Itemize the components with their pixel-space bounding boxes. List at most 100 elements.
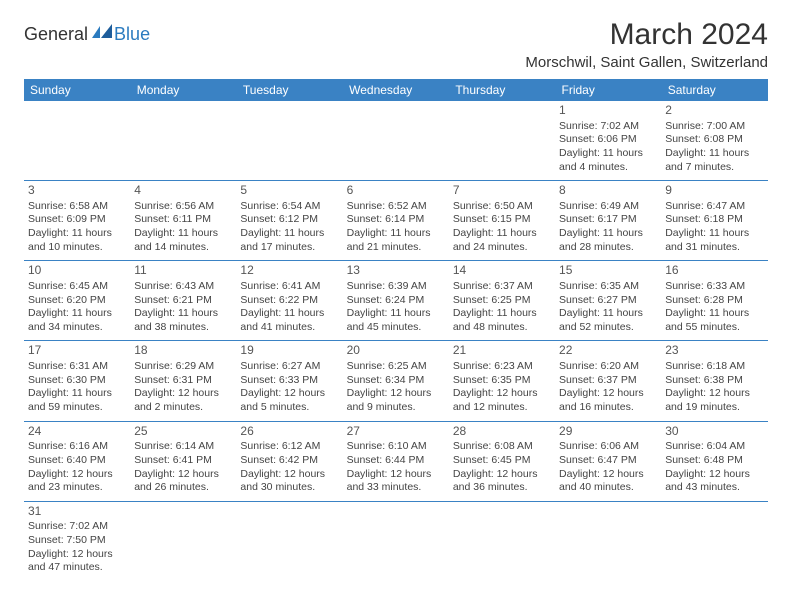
day-daylight1: Daylight: 12 hours <box>28 468 126 482</box>
day-sunrise: Sunrise: 6:12 AM <box>240 440 338 454</box>
calendar-cell <box>343 101 449 181</box>
day-daylight2: and 52 minutes. <box>559 321 657 335</box>
day-daylight2: and 38 minutes. <box>134 321 232 335</box>
calendar-cell: 1Sunrise: 7:02 AMSunset: 6:06 PMDaylight… <box>555 101 661 181</box>
day-number: 13 <box>347 263 445 279</box>
day-number: 23 <box>665 343 763 359</box>
calendar-cell: 23Sunrise: 6:18 AMSunset: 6:38 PMDayligh… <box>661 341 767 421</box>
calendar-row: 3Sunrise: 6:58 AMSunset: 6:09 PMDaylight… <box>24 181 768 261</box>
calendar-header-row: Sunday Monday Tuesday Wednesday Thursday… <box>24 79 768 101</box>
day-daylight1: Daylight: 11 hours <box>28 307 126 321</box>
day-sunrise: Sunrise: 6:50 AM <box>453 200 551 214</box>
day-sunset: Sunset: 6:21 PM <box>134 294 232 308</box>
day-daylight2: and 24 minutes. <box>453 241 551 255</box>
calendar-table: Sunday Monday Tuesday Wednesday Thursday… <box>24 79 768 581</box>
day-sunrise: Sunrise: 6:45 AM <box>28 280 126 294</box>
day-daylight1: Daylight: 12 hours <box>559 468 657 482</box>
day-daylight1: Daylight: 12 hours <box>665 387 763 401</box>
day-sunset: Sunset: 6:34 PM <box>347 374 445 388</box>
day-number: 24 <box>28 424 126 440</box>
day-sunset: Sunset: 6:45 PM <box>453 454 551 468</box>
calendar-cell: 9Sunrise: 6:47 AMSunset: 6:18 PMDaylight… <box>661 181 767 261</box>
day-daylight2: and 59 minutes. <box>28 401 126 415</box>
calendar-row: 24Sunrise: 6:16 AMSunset: 6:40 PMDayligh… <box>24 421 768 501</box>
day-sunset: Sunset: 6:06 PM <box>559 133 657 147</box>
day-sunset: Sunset: 6:28 PM <box>665 294 763 308</box>
calendar-cell: 19Sunrise: 6:27 AMSunset: 6:33 PMDayligh… <box>236 341 342 421</box>
day-daylight2: and 36 minutes. <box>453 481 551 495</box>
day-sunset: Sunset: 6:30 PM <box>28 374 126 388</box>
day-sunset: Sunset: 6:35 PM <box>453 374 551 388</box>
day-number: 16 <box>665 263 763 279</box>
day-daylight2: and 47 minutes. <box>28 561 126 575</box>
calendar-cell: 17Sunrise: 6:31 AMSunset: 6:30 PMDayligh… <box>24 341 130 421</box>
day-sunset: Sunset: 7:50 PM <box>28 534 126 548</box>
day-number: 1 <box>559 103 657 119</box>
day-sunrise: Sunrise: 6:10 AM <box>347 440 445 454</box>
day-sunset: Sunset: 6:41 PM <box>134 454 232 468</box>
day-daylight1: Daylight: 12 hours <box>347 468 445 482</box>
day-number: 2 <box>665 103 763 119</box>
day-daylight2: and 12 minutes. <box>453 401 551 415</box>
day-sunset: Sunset: 6:09 PM <box>28 213 126 227</box>
day-sunrise: Sunrise: 7:00 AM <box>665 120 763 134</box>
day-daylight1: Daylight: 11 hours <box>453 227 551 241</box>
day-daylight1: Daylight: 11 hours <box>347 227 445 241</box>
day-daylight1: Daylight: 11 hours <box>347 307 445 321</box>
calendar-cell <box>661 501 767 581</box>
day-daylight2: and 9 minutes. <box>347 401 445 415</box>
day-sunrise: Sunrise: 6:49 AM <box>559 200 657 214</box>
calendar-cell: 27Sunrise: 6:10 AMSunset: 6:44 PMDayligh… <box>343 421 449 501</box>
day-sunrise: Sunrise: 6:52 AM <box>347 200 445 214</box>
day-sunrise: Sunrise: 7:02 AM <box>559 120 657 134</box>
day-number: 26 <box>240 424 338 440</box>
day-daylight2: and 31 minutes. <box>665 241 763 255</box>
calendar-cell: 2Sunrise: 7:00 AMSunset: 6:08 PMDaylight… <box>661 101 767 181</box>
day-daylight1: Daylight: 11 hours <box>28 387 126 401</box>
calendar-cell: 7Sunrise: 6:50 AMSunset: 6:15 PMDaylight… <box>449 181 555 261</box>
day-number: 12 <box>240 263 338 279</box>
day-daylight2: and 23 minutes. <box>28 481 126 495</box>
day-number: 27 <box>347 424 445 440</box>
day-sunset: Sunset: 6:44 PM <box>347 454 445 468</box>
day-daylight1: Daylight: 12 hours <box>240 387 338 401</box>
calendar-cell: 20Sunrise: 6:25 AMSunset: 6:34 PMDayligh… <box>343 341 449 421</box>
calendar-cell <box>24 101 130 181</box>
calendar-row: 10Sunrise: 6:45 AMSunset: 6:20 PMDayligh… <box>24 261 768 341</box>
calendar-body: 1Sunrise: 7:02 AMSunset: 6:06 PM Daylight… <box>24 101 768 581</box>
header-wednesday: Wednesday <box>343 79 449 101</box>
title-block: March 2024 Morschwil, Saint Gallen, Swit… <box>525 18 768 71</box>
day-number: 6 <box>347 183 445 199</box>
day-sunrise: Sunrise: 6:37 AM <box>453 280 551 294</box>
day-sunrise: Sunrise: 6:43 AM <box>134 280 232 294</box>
calendar-cell: 30Sunrise: 6:04 AMSunset: 6:48 PMDayligh… <box>661 421 767 501</box>
header-sunday: Sunday <box>24 79 130 101</box>
day-sunrise: Sunrise: 6:16 AM <box>28 440 126 454</box>
day-sunrise: Sunrise: 6:18 AM <box>665 360 763 374</box>
day-daylight1: Daylight: 12 hours <box>240 468 338 482</box>
day-number: 25 <box>134 424 232 440</box>
day-number: 31 <box>28 504 126 520</box>
day-sunrise: Sunrise: 6:47 AM <box>665 200 763 214</box>
day-number: 28 <box>453 424 551 440</box>
day-sunrise: Sunrise: 6:35 AM <box>559 280 657 294</box>
day-sunset: Sunset: 6:37 PM <box>559 374 657 388</box>
day-sunset: Sunset: 6:25 PM <box>453 294 551 308</box>
day-daylight1: Daylight: 11 hours <box>665 227 763 241</box>
day-number: 5 <box>240 183 338 199</box>
page-subtitle: Morschwil, Saint Gallen, Switzerland <box>525 54 768 71</box>
calendar-cell: 28Sunrise: 6:08 AMSunset: 6:45 PMDayligh… <box>449 421 555 501</box>
day-sunrise: Sunrise: 6:29 AM <box>134 360 232 374</box>
day-daylight2: and 34 minutes. <box>28 321 126 335</box>
day-number: 20 <box>347 343 445 359</box>
day-sunrise: Sunrise: 6:31 AM <box>28 360 126 374</box>
flag-icon <box>92 24 114 43</box>
header-saturday: Saturday <box>661 79 767 101</box>
day-daylight1: Daylight: 12 hours <box>28 548 126 562</box>
day-daylight1: Daylight: 12 hours <box>134 468 232 482</box>
day-daylight1: Daylight: 12 hours <box>134 387 232 401</box>
header-tuesday: Tuesday <box>236 79 342 101</box>
calendar-cell <box>130 501 236 581</box>
day-number: 22 <box>559 343 657 359</box>
day-daylight2: and 26 minutes. <box>134 481 232 495</box>
